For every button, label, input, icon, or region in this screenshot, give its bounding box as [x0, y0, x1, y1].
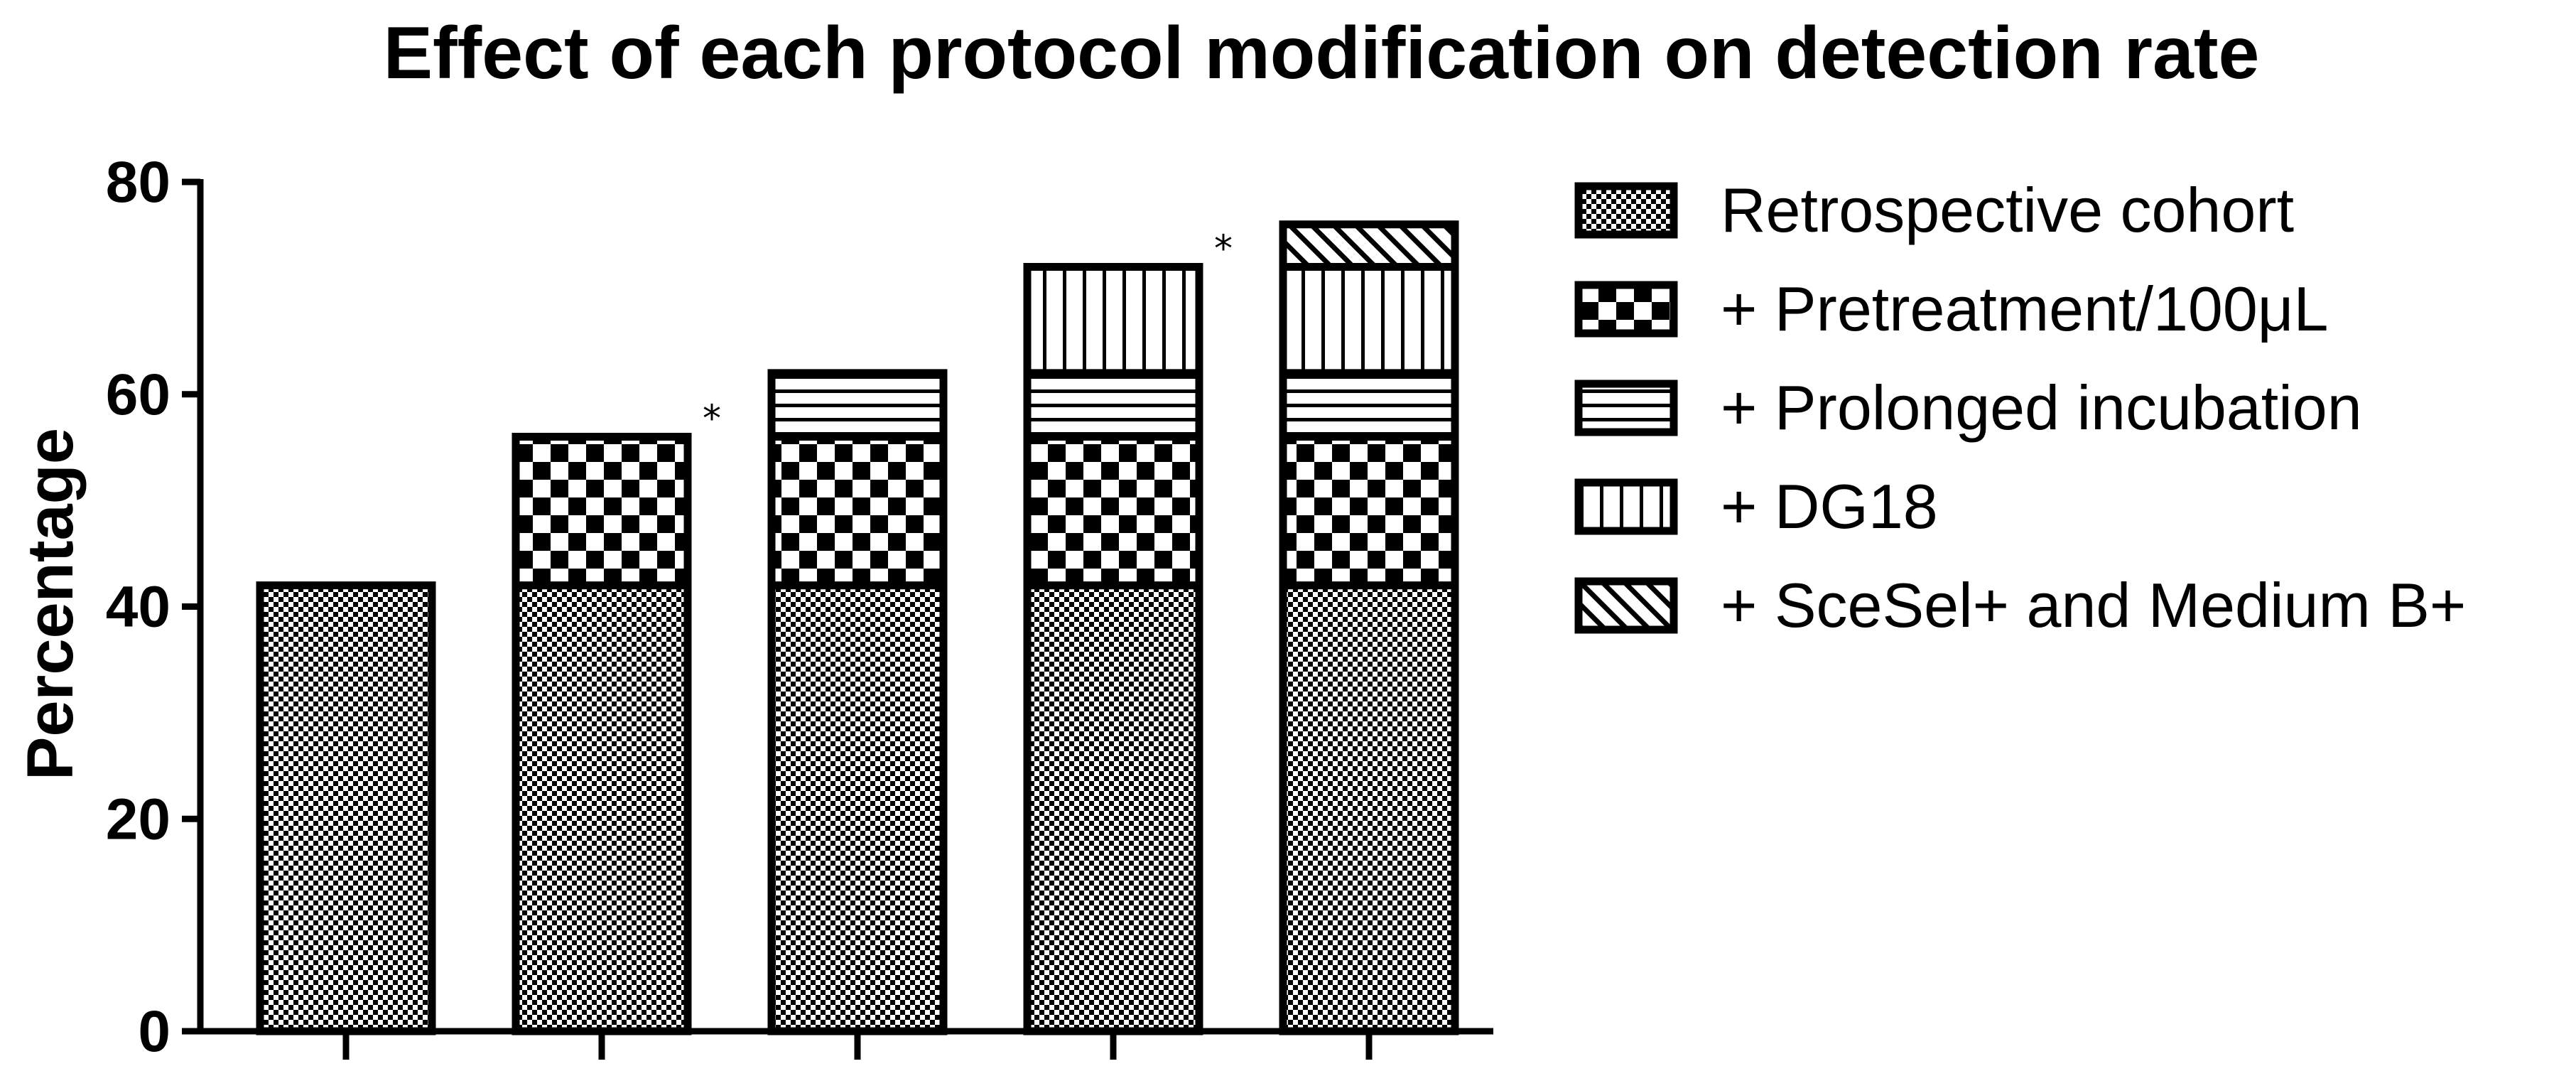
bar-segment — [1023, 369, 1203, 441]
bar-segment — [1279, 369, 1459, 441]
legend-item: + SceSel+ and Medium B+ — [1574, 570, 2466, 640]
bar-segment — [1279, 433, 1459, 590]
annotations-group: ** — [703, 228, 1233, 441]
bar-segment — [1023, 433, 1203, 590]
y-axis: 0 20 40 60 80 — [106, 150, 204, 1064]
legend-label: + Pretreatment/100μL — [1721, 274, 2328, 344]
y-tick-label: 0 — [138, 999, 171, 1064]
y-tick-label: 60 — [106, 362, 171, 427]
bar-segment — [1279, 581, 1459, 1035]
legend-swatch — [1574, 281, 1678, 338]
bar-segment — [767, 581, 948, 1035]
legend-swatch — [1574, 380, 1678, 436]
y-tick-label: 40 — [106, 575, 171, 640]
legend-swatch — [1574, 478, 1678, 535]
legend-item: + Prolonged incubation — [1574, 372, 2362, 443]
legend-item: + Pretreatment/100μL — [1574, 274, 2328, 344]
bar-segment — [767, 433, 948, 590]
legend-swatch — [1574, 577, 1678, 634]
y-axis-label: Percentage — [14, 428, 87, 780]
bar-stack — [1279, 220, 1459, 1035]
bar-segment — [512, 581, 692, 1035]
x-axis — [197, 1028, 1493, 1060]
chart-title: Effect of each protocol modification on … — [384, 12, 2260, 95]
legend-item: Retrospective cohort — [1574, 175, 2294, 245]
legend: Retrospective cohort + Pretreatment/100μL… — [1574, 175, 2466, 640]
bar-stack — [767, 369, 948, 1035]
legend-label: + Prolonged incubation — [1721, 372, 2362, 443]
significance-marker: * — [703, 398, 721, 441]
y-tick-label: 80 — [106, 150, 171, 215]
y-tick-label: 20 — [106, 787, 171, 851]
legend-label: + SceSel+ and Medium B+ — [1721, 570, 2466, 640]
bar-segment — [767, 369, 948, 441]
bar-stack — [512, 433, 692, 1035]
bar-stack — [256, 581, 436, 1035]
legend-swatch — [1574, 182, 1678, 239]
bar-segment — [1279, 220, 1459, 271]
bars-group — [256, 220, 1459, 1035]
bar-stack — [1023, 263, 1203, 1035]
significance-marker: * — [1214, 228, 1233, 271]
legend-label: Retrospective cohort — [1721, 175, 2294, 245]
bar-segment — [1279, 263, 1459, 377]
bar-segment — [1023, 581, 1203, 1035]
bar-segment — [1023, 263, 1203, 377]
legend-label: + DG18 — [1721, 471, 1938, 542]
legend-item: + DG18 — [1574, 471, 1938, 542]
bar-segment — [256, 581, 436, 1035]
bar-segment — [512, 433, 692, 590]
